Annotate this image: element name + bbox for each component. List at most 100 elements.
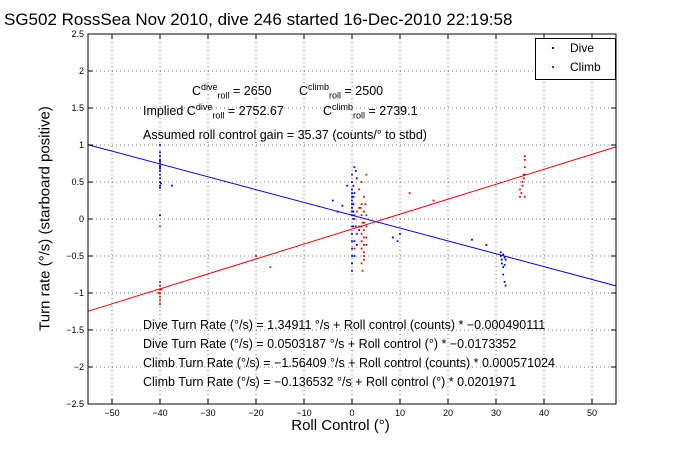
x-tick-label: 40 xyxy=(539,408,549,418)
dive-point xyxy=(358,229,361,231)
climb-point xyxy=(353,247,356,250)
dive-point xyxy=(502,266,505,268)
climb-point xyxy=(359,207,362,209)
x-tick-label: 50 xyxy=(587,408,597,418)
dive-point xyxy=(351,199,353,202)
dive-point xyxy=(351,262,353,265)
climb-point xyxy=(159,303,161,305)
climb-point xyxy=(408,192,411,194)
climb-point xyxy=(363,229,365,231)
climb-point xyxy=(354,225,357,228)
dive-point xyxy=(351,188,353,191)
dive-point xyxy=(355,177,358,180)
climb-point xyxy=(159,281,161,283)
dive-point xyxy=(341,204,344,207)
x-tick-label: 20 xyxy=(443,408,453,418)
climb-point xyxy=(363,195,365,198)
dive-point xyxy=(346,184,349,187)
dive-point xyxy=(485,244,488,246)
climb-point xyxy=(159,295,161,298)
climb-point xyxy=(432,199,435,202)
dive-point xyxy=(391,236,394,239)
dive-point xyxy=(159,158,161,161)
y-tick-label: 1.5 xyxy=(71,103,84,113)
climb-point xyxy=(159,292,161,294)
y-tick-label: −2 xyxy=(74,362,84,372)
dive-point xyxy=(159,177,161,180)
y-tick-label: −1.5 xyxy=(66,325,84,335)
climb-point xyxy=(360,240,363,243)
dive-point xyxy=(499,255,502,257)
climb-point xyxy=(364,203,367,206)
c-roll-dive: Cdiveroll = 2650 xyxy=(192,82,272,101)
dive-point xyxy=(351,207,353,209)
dive-point xyxy=(503,281,506,283)
climb-point xyxy=(522,173,525,176)
legend: Dive Climb xyxy=(535,38,616,80)
dive-point xyxy=(159,166,161,169)
gain-annotation: Assumed roll control gain = 35.37 (count… xyxy=(143,128,427,142)
climb-point xyxy=(363,255,365,257)
climb-point xyxy=(160,288,163,291)
dive-point xyxy=(500,258,503,261)
y-tick-label: 0.5 xyxy=(71,177,84,187)
x-tick-label: 0 xyxy=(349,408,354,418)
climb-point xyxy=(523,158,526,161)
dive-fit-line xyxy=(87,144,617,287)
dive-point xyxy=(471,238,473,241)
x-tick-label: −30 xyxy=(200,408,215,418)
dive-point xyxy=(331,199,334,202)
dive-point xyxy=(352,225,355,228)
dive-point xyxy=(351,269,353,272)
climb-point xyxy=(519,188,521,191)
dive-point xyxy=(351,210,353,213)
x-tick-label: −20 xyxy=(248,408,263,418)
climb-point xyxy=(269,266,272,268)
climb-point xyxy=(360,232,363,235)
y-tick-label: −1 xyxy=(74,288,84,298)
dive-point xyxy=(399,232,401,235)
climb-point xyxy=(365,244,368,246)
dive-point xyxy=(159,160,161,163)
climb-point xyxy=(523,155,526,157)
climb-point xyxy=(365,173,368,176)
dive-point xyxy=(396,240,399,243)
dive-point xyxy=(504,258,507,261)
dive-point xyxy=(159,181,161,183)
dive-point xyxy=(354,170,357,172)
climb-point xyxy=(360,181,363,183)
x-tick-label: −10 xyxy=(296,408,311,418)
dive-point xyxy=(352,218,355,220)
climb-point xyxy=(358,188,361,191)
climb-marker xyxy=(552,66,554,68)
dive-point xyxy=(502,273,505,276)
climb-point xyxy=(360,247,363,250)
dive-point xyxy=(159,144,161,146)
dive-point xyxy=(352,210,355,213)
x-axis-label: Roll Control (°) xyxy=(291,417,390,434)
legend-label-climb: Climb xyxy=(570,60,601,74)
implied-c-roll-climb: Cclimbroll = 2739.1 xyxy=(323,102,418,121)
dive-point xyxy=(353,192,356,194)
dive-point xyxy=(351,192,353,194)
dive-marker xyxy=(552,47,554,49)
climb-point xyxy=(365,236,368,239)
dive-point xyxy=(160,182,162,185)
dive-point xyxy=(351,225,353,228)
dive-point xyxy=(159,187,161,189)
climb-point xyxy=(360,214,363,217)
legend-label-dive: Dive xyxy=(570,41,595,55)
dive-point xyxy=(503,256,506,259)
climb-point xyxy=(363,244,365,246)
dive-degrees-equation: Dive Turn Rate (°/s) = 0.0503187 °/s + R… xyxy=(143,337,517,351)
dive-point xyxy=(352,203,355,206)
dive-point xyxy=(353,240,356,243)
x-tick-label: 10 xyxy=(395,408,405,418)
climb-point xyxy=(361,269,364,272)
climb-point xyxy=(363,258,365,261)
climb-point xyxy=(365,225,368,228)
dive-point xyxy=(353,166,356,169)
c-roll-climb: Cclimbroll = 2500 xyxy=(299,82,384,101)
dive-point xyxy=(351,240,353,243)
